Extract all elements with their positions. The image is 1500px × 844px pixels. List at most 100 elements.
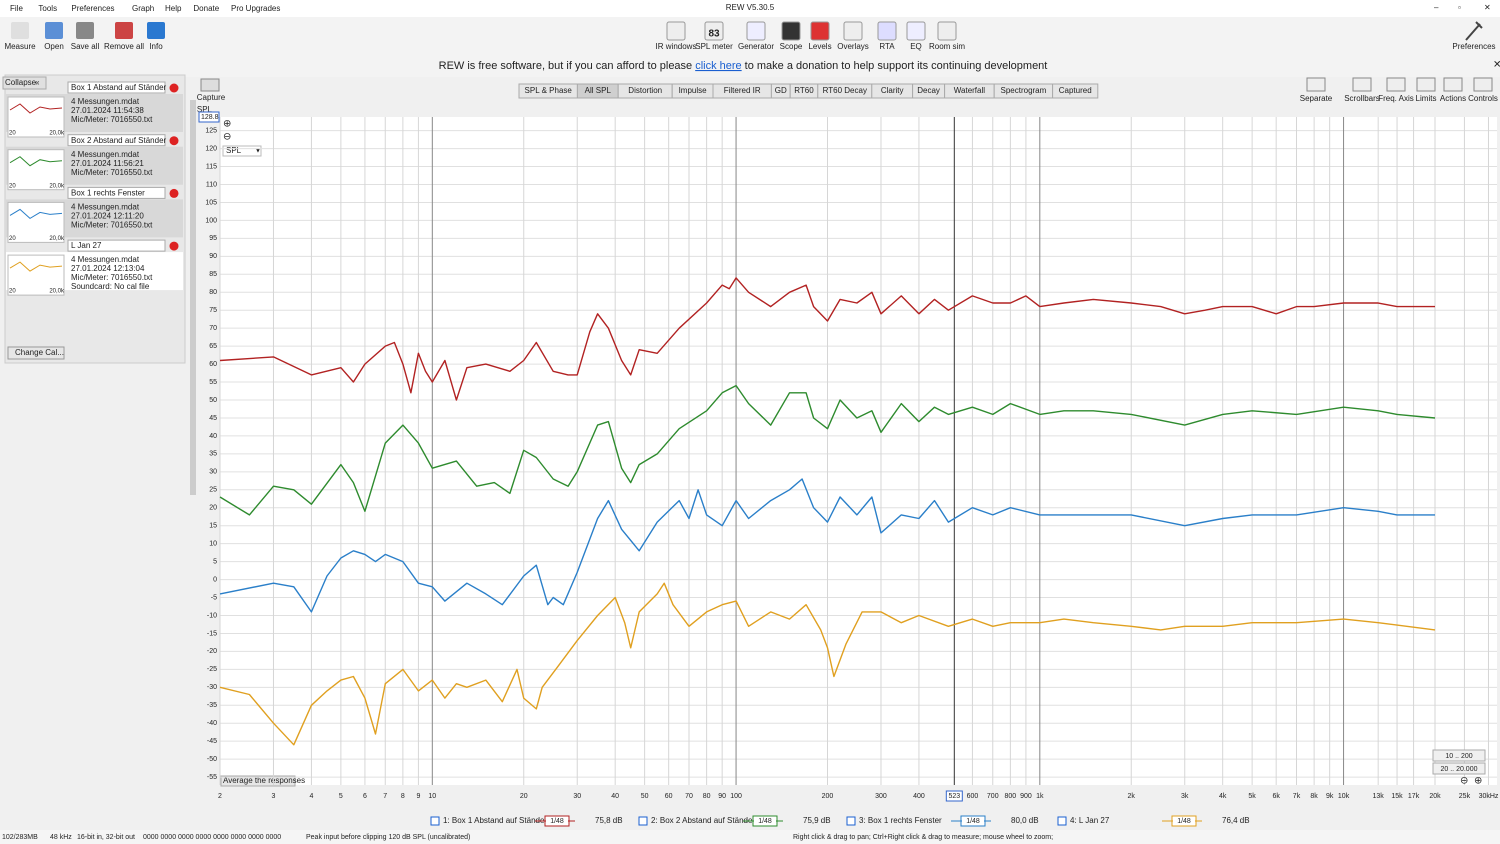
legend-name[interactable]: 1: Box 1 Abstand auf Ständer (443, 816, 547, 825)
smoothing-label[interactable]: 1/48 (758, 818, 772, 825)
tool-icon[interactable] (877, 21, 897, 41)
capture-label[interactable]: Capture (197, 93, 226, 102)
graph-tool-label[interactable]: Actions (1440, 94, 1466, 103)
tab-label[interactable]: Spectrogram (1001, 86, 1047, 95)
graph-tool-icon[interactable] (1386, 77, 1406, 92)
tool-icon[interactable] (45, 22, 63, 39)
tab-label[interactable]: Impulse (679, 86, 708, 95)
graph-tool-label[interactable]: Scrollbars (1344, 94, 1380, 103)
tool-icon[interactable] (937, 21, 957, 41)
collapse-label[interactable]: Collapse (5, 78, 37, 87)
delete-button[interactable] (169, 136, 179, 146)
toolbar-label[interactable]: Preferences (1452, 42, 1495, 51)
tool-icon[interactable] (746, 21, 766, 41)
minimize[interactable]: – (1434, 3, 1439, 12)
tool-icon[interactable] (906, 21, 926, 41)
range-button[interactable] (1432, 749, 1486, 762)
legend-checkbox[interactable] (846, 816, 856, 826)
smoothing-label[interactable]: 1/48 (966, 818, 980, 825)
tool-icon[interactable] (843, 21, 863, 41)
menu-item[interactable]: Pro Upgrades (231, 4, 280, 13)
measurement-name[interactable]: Box 1 rechts Fenster (71, 189, 145, 198)
average-button[interactable] (220, 775, 296, 787)
average-label[interactable]: Average the responses (223, 776, 305, 785)
tool-icon[interactable] (11, 22, 29, 39)
zoom-out[interactable]: ⊖ (1460, 776, 1468, 787)
tab-label[interactable]: Distortion (628, 86, 662, 95)
y-axis-select[interactable] (222, 145, 262, 157)
range-label[interactable]: 10 .. 200 (1445, 753, 1472, 760)
tab-label[interactable]: RT60 Decay (823, 86, 867, 95)
tab-label[interactable]: All SPL (585, 86, 612, 95)
name-field[interactable] (67, 239, 166, 252)
legend-checkbox[interactable] (638, 816, 648, 826)
tool-label[interactable]: EQ (910, 42, 922, 51)
graph-tool-icon[interactable] (1416, 77, 1436, 92)
collapse-button[interactable] (2, 76, 47, 90)
tool-icon[interactable] (115, 22, 133, 39)
measurement-name[interactable]: Box 2 Abstand auf Ständer (71, 136, 167, 145)
legend-name[interactable]: 2: Box 2 Abstand auf Ständer (651, 816, 755, 825)
tool-label[interactable]: Info (149, 42, 163, 51)
tab-label[interactable]: Waterfall (954, 86, 985, 95)
graph-tool-icon[interactable] (1473, 77, 1493, 92)
close[interactable]: ✕ (1484, 3, 1491, 12)
name-field[interactable] (67, 81, 166, 94)
legend-name[interactable]: 4: L Jan 27 (1070, 816, 1110, 825)
graph-tool-label[interactable]: Separate (1300, 94, 1333, 103)
delete-button[interactable] (169, 241, 179, 251)
zoom-in[interactable]: ⊕ (1474, 776, 1482, 787)
tool-label[interactable]: Generator (738, 42, 774, 51)
tool-label[interactable]: Save all (71, 42, 100, 51)
tool-label[interactable]: Measure (4, 42, 36, 51)
tool-label[interactable]: SPL meter (695, 42, 733, 51)
tool-label[interactable]: Levels (808, 42, 831, 51)
tool-label[interactable]: Remove all (104, 42, 144, 51)
tool-label[interactable]: Overlays (837, 42, 869, 51)
delete-button[interactable] (169, 188, 179, 198)
delete-button[interactable] (169, 83, 179, 93)
tab-label[interactable]: Captured (1059, 86, 1092, 95)
tool-icon[interactable] (781, 21, 801, 41)
menu-item[interactable]: Donate (193, 4, 219, 13)
graph-tool-label[interactable]: Limits (1416, 94, 1437, 103)
range-button[interactable] (1432, 762, 1486, 775)
tab-label[interactable]: Decay (917, 86, 940, 95)
tool-label[interactable]: Open (44, 42, 64, 51)
menu-item[interactable]: Help (165, 4, 182, 13)
tool-icon[interactable] (76, 22, 94, 39)
smoothing-label[interactable]: 1/48 (550, 818, 564, 825)
measurement-name[interactable]: L Jan 27 (71, 241, 102, 250)
legend-checkbox[interactable] (1057, 816, 1067, 826)
banner-close[interactable]: ✕ (1493, 60, 1500, 71)
tab-label[interactable]: GD (775, 86, 787, 95)
capture-icon[interactable] (200, 78, 220, 92)
graph-tool-label[interactable]: Freq. Axis (1378, 94, 1414, 103)
tool-label[interactable]: IR windows (656, 42, 697, 51)
zoom-out[interactable]: ⊖ (223, 132, 231, 143)
tab-label[interactable]: Filtered IR (724, 86, 761, 95)
change-cal-button[interactable] (7, 346, 65, 360)
tab-label[interactable]: RT60 (794, 86, 814, 95)
tool-label[interactable]: Room sim (929, 42, 965, 51)
name-field[interactable] (67, 134, 166, 147)
menu-item[interactable]: Tools (38, 4, 57, 13)
graph-tool-label[interactable]: Controls (1468, 94, 1498, 103)
legend-name[interactable]: 3: Box 1 rechts Fenster (859, 816, 942, 825)
graph-tool-icon[interactable] (1352, 77, 1372, 92)
tool-icon[interactable] (666, 21, 686, 41)
menu-item[interactable]: Graph (132, 4, 154, 13)
tool-icon[interactable] (810, 21, 830, 41)
maximize[interactable]: ▫ (1458, 3, 1461, 12)
legend-checkbox[interactable] (430, 816, 440, 826)
change-cal-label[interactable]: Change Cal... (15, 348, 64, 357)
tool-icon[interactable] (704, 21, 724, 41)
zoom-in[interactable]: ⊕ (223, 119, 231, 130)
smoothing-label[interactable]: 1/48 (1177, 818, 1191, 825)
graph-tool-icon[interactable] (1306, 77, 1326, 92)
tab[interactable] (1052, 83, 1099, 99)
range-label[interactable]: 20 .. 20.000 (1441, 766, 1478, 773)
tool-icon[interactable] (147, 22, 165, 39)
tool-label[interactable]: Scope (780, 42, 803, 51)
menu-item[interactable]: File (10, 4, 23, 13)
